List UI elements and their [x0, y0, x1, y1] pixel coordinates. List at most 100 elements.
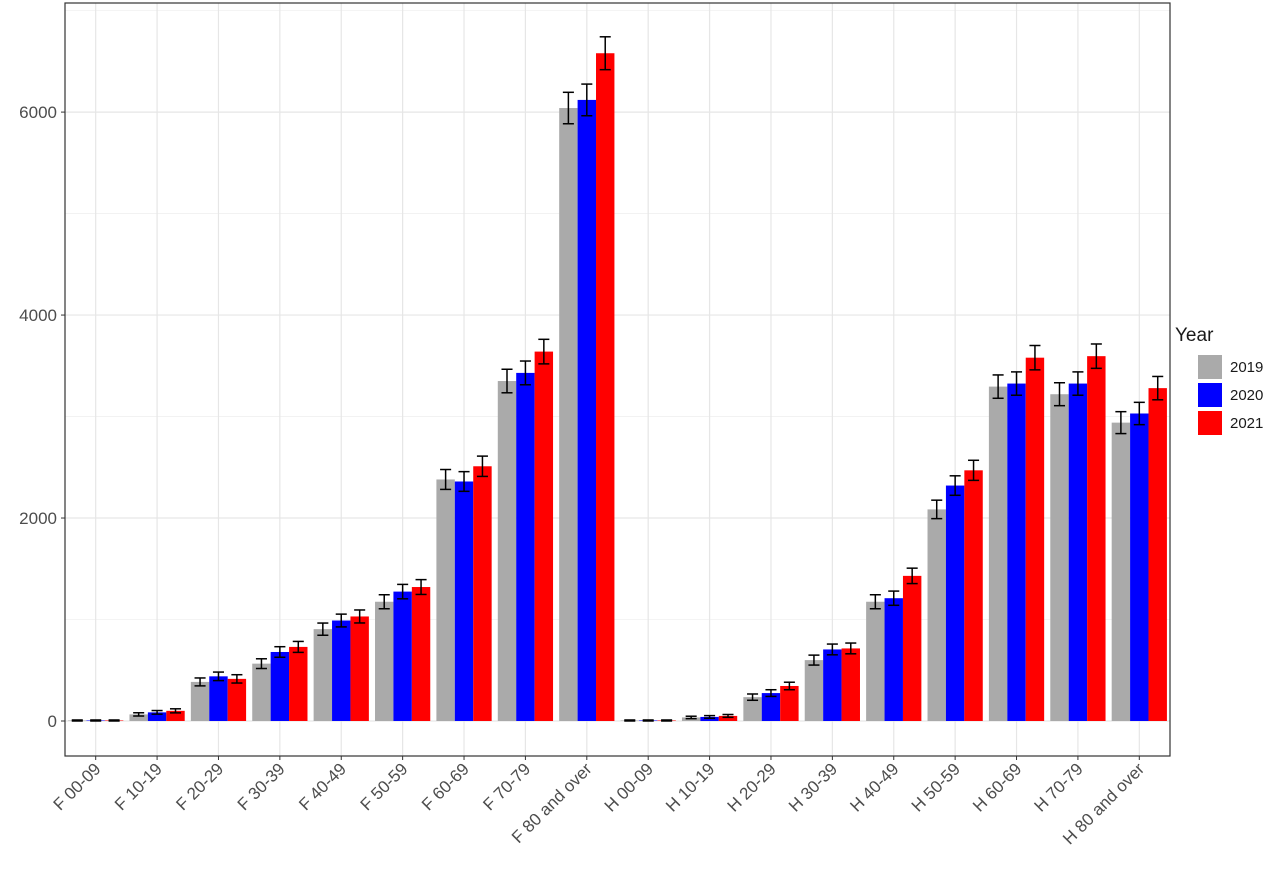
x-tick-label: F 70-79 — [479, 759, 534, 814]
error-bar — [90, 719, 102, 722]
bar-2019-H-60-69 — [988, 386, 1008, 721]
legend-label: 2019 — [1230, 359, 1263, 376]
error-bar — [1133, 401, 1145, 426]
x-tick-label: F 60-69 — [418, 759, 473, 814]
error-bar — [747, 693, 759, 702]
error-bar — [501, 368, 513, 394]
x-tick-label: F 40-49 — [295, 759, 350, 814]
bar-2020-F-50-59 — [393, 591, 412, 721]
bar-2019-H-50-59 — [927, 509, 946, 721]
bar-2021-F-40-49 — [350, 616, 369, 721]
x-tick-label: H 00-09 — [601, 759, 657, 815]
error-bar — [440, 468, 452, 491]
error-bar — [274, 645, 286, 659]
bar-2020-H-80-and-over — [1130, 413, 1149, 721]
error-bar — [71, 719, 83, 722]
error-bar — [1115, 410, 1127, 435]
y-axis: 0 2000 4000 6000 — [19, 103, 65, 731]
bar-2019-H-20-29 — [743, 697, 762, 721]
error-bar — [581, 83, 593, 117]
error-bar — [685, 715, 697, 720]
bar-2020-H-30-39 — [823, 649, 842, 721]
bar-2021-F-80-and-over — [596, 53, 615, 721]
bar-2019-F-20-29 — [190, 681, 210, 721]
error-bar — [1053, 381, 1066, 407]
error-bar — [538, 338, 550, 365]
bar-2021-H-30-39 — [841, 648, 860, 721]
legend-label: 2021 — [1230, 415, 1263, 432]
error-bar — [378, 593, 390, 610]
error-bar — [415, 578, 427, 596]
bar-2019-F-30-39 — [252, 663, 271, 721]
bar-2020-H-20-29 — [761, 693, 781, 721]
bar-2019-H-80-and-over — [1111, 422, 1131, 721]
error-bar — [624, 719, 636, 722]
error-bar — [562, 91, 574, 125]
panel-border — [64, 2, 1171, 757]
error-bars — [71, 36, 1164, 722]
legend-key-2019 — [1198, 355, 1222, 379]
bar-2021-F-70-79 — [534, 351, 554, 721]
bar-2020-H-50-59 — [945, 485, 965, 721]
x-tick-label: H 50-59 — [908, 759, 964, 815]
bar-2021-H-10-19 — [718, 715, 738, 721]
bar-2019-F-70-79 — [497, 381, 517, 721]
error-bar — [458, 470, 470, 493]
y-tick-label: 2000 — [19, 509, 57, 528]
x-tick-label: H 60-69 — [969, 759, 1025, 815]
plot-panel — [65, 3, 1170, 756]
error-bar — [1011, 371, 1023, 396]
bar-2019-H-40-49 — [866, 601, 885, 721]
x-tick-label: F 50-59 — [357, 759, 412, 814]
error-bar — [888, 590, 900, 607]
bar-2021-H-40-49 — [902, 575, 922, 721]
x-tick-label: F 30-39 — [234, 759, 289, 814]
error-bar — [1072, 371, 1084, 396]
bar-2021-H-60-69 — [1025, 357, 1045, 721]
y-tick-label: 0 — [48, 712, 57, 731]
error-bar — [765, 688, 777, 698]
error-bar — [317, 622, 329, 636]
gridlines — [65, 3, 1170, 756]
legend-label: 2020 — [1230, 387, 1263, 404]
x-tick-label: F 20-29 — [172, 759, 227, 814]
bar-2019-F-60-69 — [436, 479, 455, 721]
bar-2021-H-50-59 — [964, 470, 983, 721]
error-bar — [1090, 343, 1102, 370]
error-bar — [194, 677, 206, 687]
bar-2021-F-30-39 — [289, 646, 308, 721]
x-tick-label: H 20-29 — [724, 759, 780, 815]
bar-2019-H-70-79 — [1050, 394, 1069, 721]
bar-2019-F-40-49 — [313, 629, 333, 721]
x-tick-label: F 00-09 — [50, 759, 105, 814]
bar-2019-F-50-59 — [375, 601, 394, 721]
bar-2021-F-50-59 — [411, 587, 431, 721]
y-tick-label: 6000 — [19, 103, 57, 122]
error-bar — [968, 459, 980, 482]
error-bar — [133, 712, 145, 717]
error-bar — [292, 640, 304, 654]
legend-key-2020 — [1198, 383, 1222, 407]
error-bar — [869, 593, 881, 610]
x-tick-label: F 10-19 — [111, 759, 166, 814]
bar-2021-H-20-29 — [780, 685, 799, 721]
error-bar — [169, 708, 182, 714]
bar-2020-F-20-29 — [209, 676, 228, 721]
bar-2020-F-40-49 — [332, 620, 351, 721]
error-bar — [599, 36, 611, 71]
error-bar — [931, 499, 943, 520]
error-bar — [826, 643, 838, 656]
x-axis: F 00-09 F 10-19 F 20-29 F 30-39 F 40-49 F 50-… — [50, 756, 1148, 848]
error-bar — [108, 719, 120, 722]
bar-2020-F-70-79 — [516, 372, 535, 721]
error-bar — [642, 719, 654, 722]
error-bar — [808, 654, 820, 666]
error-bar — [354, 609, 366, 624]
bar-2020-H-60-69 — [1007, 383, 1026, 721]
bar-2021-F-10-19 — [166, 710, 185, 721]
error-bar — [661, 719, 673, 722]
error-bar — [704, 714, 716, 719]
bars — [68, 53, 1167, 721]
error-bar — [783, 681, 795, 691]
